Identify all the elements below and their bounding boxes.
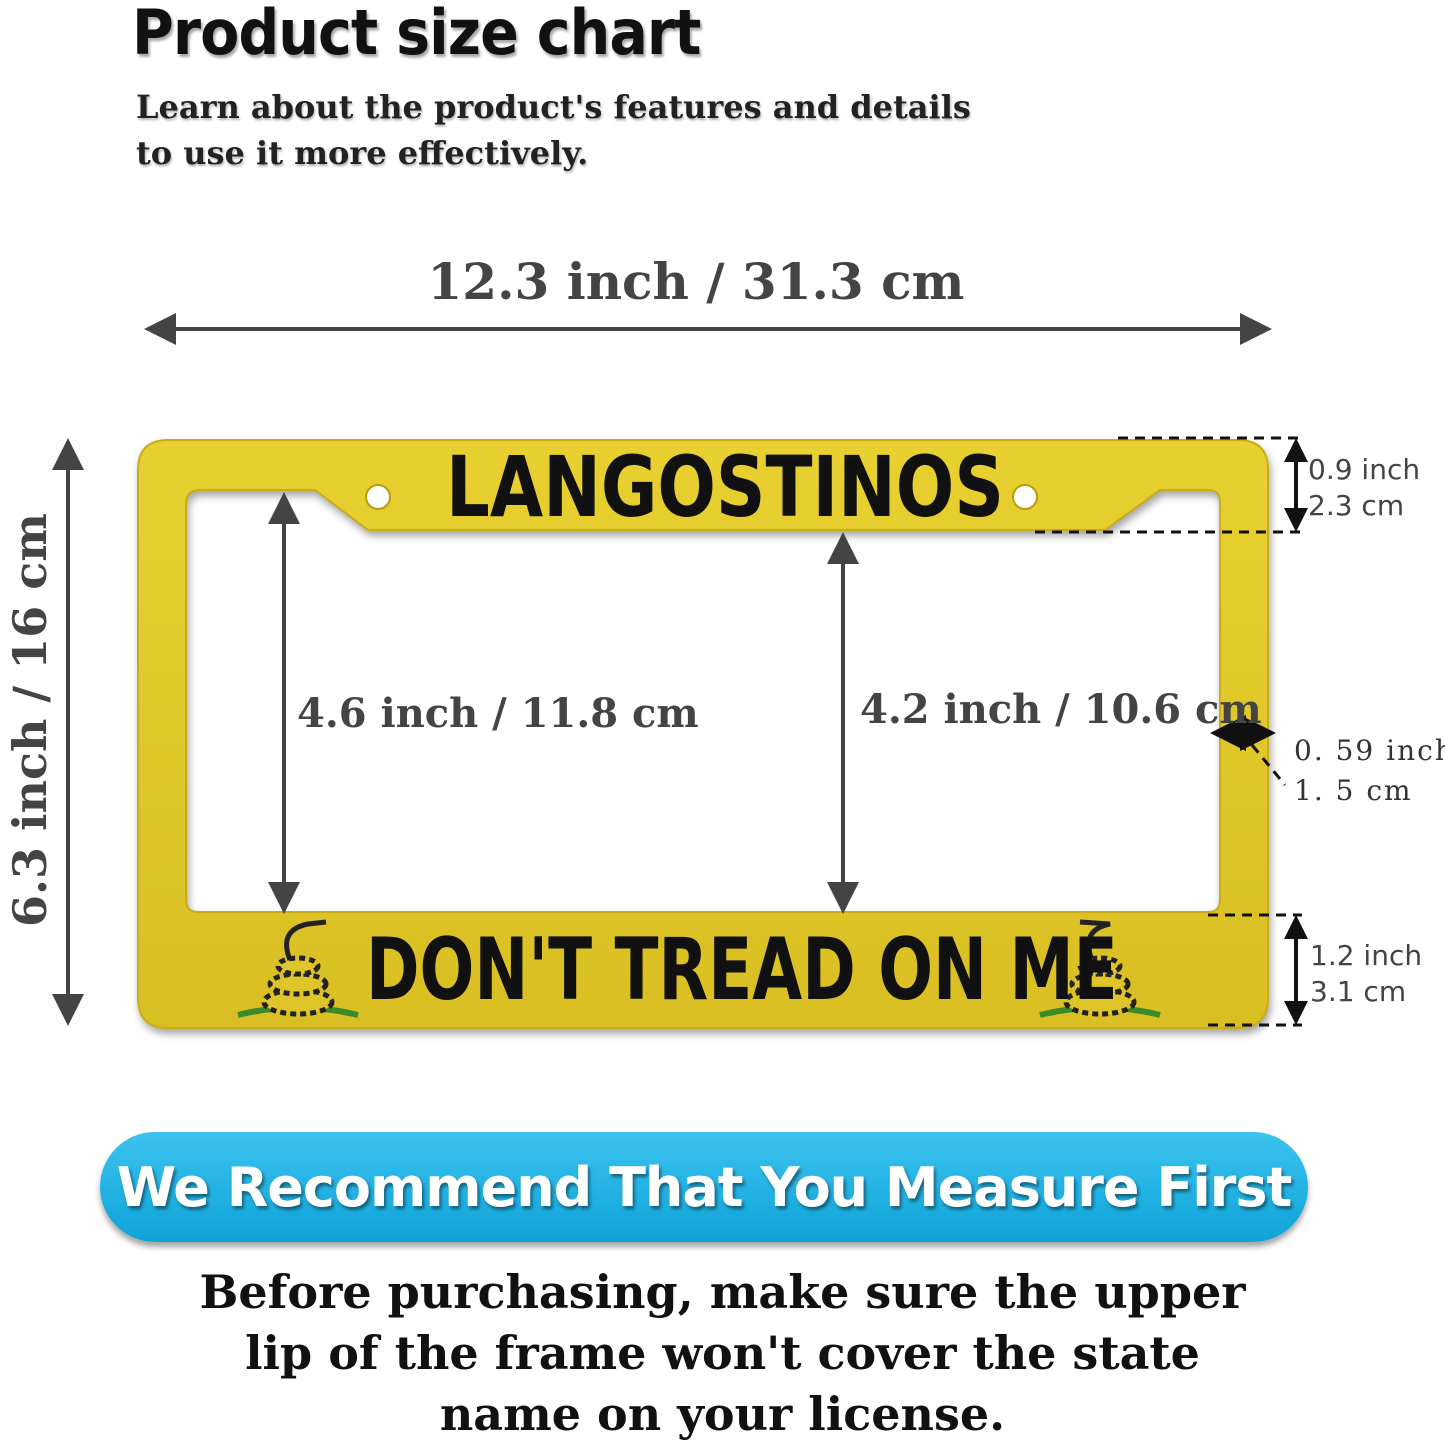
mounting-hole-right — [1012, 484, 1038, 510]
bottom-border-cm: 3.1 cm — [1310, 975, 1407, 1008]
coiled-snake-icon — [237, 919, 359, 1018]
top-border-inch: 0.9 inch — [1308, 453, 1421, 486]
subtitle-line-1: Learn about the product's features and d… — [136, 88, 971, 126]
border-dimension-guides — [1035, 436, 1302, 1027]
bottom-border-inch: 1.2 inch — [1310, 939, 1423, 972]
side-border-cm: 1. 5 cm — [1294, 774, 1413, 807]
note-line-2: lip of the frame won't cover the state — [245, 1326, 1200, 1380]
side-border-inch: 0. 59 inch — [1294, 734, 1445, 767]
inner-height-center-label: 4.2 inch / 10.6 cm — [860, 686, 1262, 733]
mounting-hole-left — [365, 484, 391, 510]
inner-height-left-label: 4.6 inch / 11.8 cm — [297, 690, 699, 737]
overall-height-label: 6.3 inch / 16 cm — [3, 513, 57, 927]
note-line-1: Before purchasing, make sure the upper — [199, 1265, 1246, 1319]
purchase-note: Before purchasing, make sure the upper l… — [0, 1262, 1445, 1445]
banner-text: We Recommend That You Measure First — [116, 1155, 1293, 1219]
frame-top-text: LANGOSTINOS — [446, 438, 1004, 536]
license-plate-frame — [137, 439, 1269, 1029]
subtitle-line-2: to use it more effectively. — [136, 134, 589, 172]
overall-width-label: 12.3 inch / 31.3 cm — [427, 252, 965, 311]
frame-bottom-text: DON'T TREAD ON ME — [366, 920, 1118, 1020]
page-title: Product size chart — [132, 0, 701, 69]
note-line-3: name on your license. — [439, 1387, 1006, 1441]
measure-first-banner: We Recommend That You Measure First — [100, 1132, 1308, 1242]
top-border-cm: 2.3 cm — [1308, 489, 1405, 522]
coiled-snake-icon — [1039, 919, 1161, 1018]
